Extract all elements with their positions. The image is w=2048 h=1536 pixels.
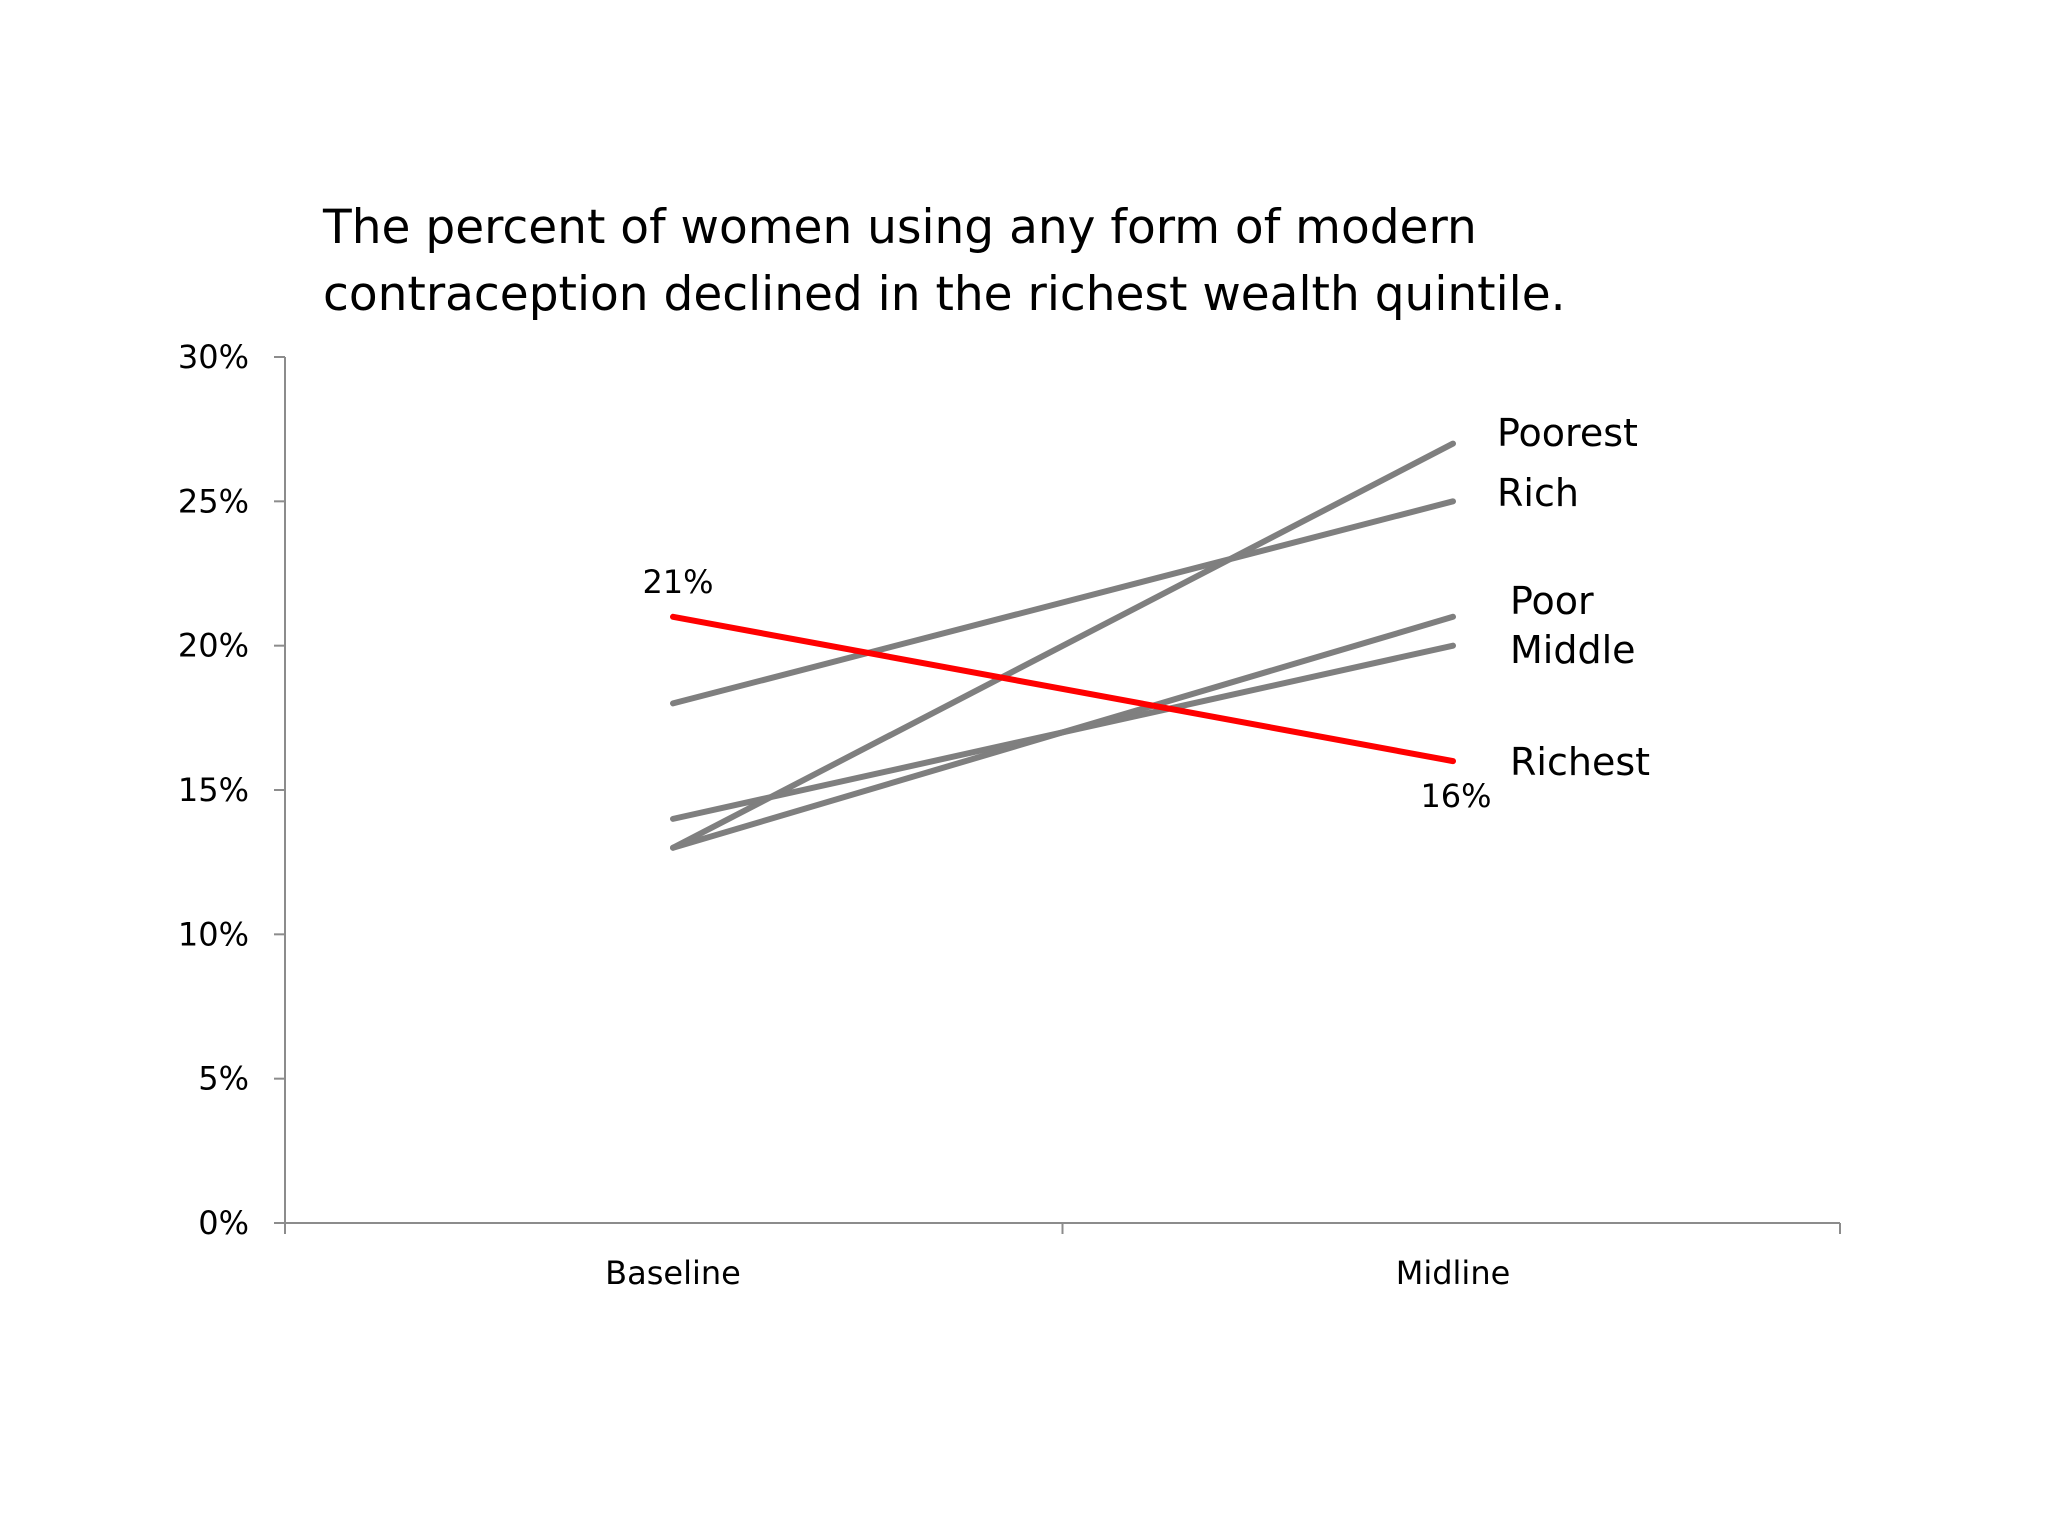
axes: [274, 356, 1841, 1234]
chart-title-line-2: contraception declined in the richest we…: [323, 267, 1566, 322]
x-tick-label: Baseline: [605, 1254, 741, 1292]
y-tick-label: 20%: [178, 627, 249, 665]
y-tick-label: 10%: [178, 915, 249, 953]
series-lines: [670, 440, 1456, 851]
x-tick-label: Midline: [1396, 1254, 1511, 1292]
chart-title-line-1: The percent of women using any form of m…: [322, 200, 1477, 255]
chart-title: The percent of women using any form of m…: [322, 200, 1566, 322]
y-tick-label: 25%: [178, 482, 249, 520]
series-label-poorest: Poorest: [1497, 411, 1638, 455]
y-tick-label: 30%: [178, 338, 249, 376]
series-labels: Poorest Rich Poor Middle Richest 21% 16%: [642, 411, 1650, 815]
series-line-poorest: [670, 440, 1456, 851]
series-line-rich: [670, 498, 1456, 707]
series-label-poor: Poor: [1510, 579, 1594, 623]
series-label-rich: Rich: [1497, 471, 1579, 515]
series-line-middle: [670, 642, 1456, 822]
y-tick-label: 0%: [198, 1204, 249, 1242]
y-tick-label: 15%: [178, 771, 249, 809]
series-line-richest: [670, 613, 1456, 765]
data-label-richest-baseline: 21%: [642, 563, 713, 601]
series-label-richest: Richest: [1510, 740, 1650, 784]
tick-labels: 0% 5% 10% 15% 20% 25% 30% Baseline Midline: [178, 338, 1510, 1292]
y-tick-label: 5%: [198, 1060, 249, 1098]
data-label-richest-midline: 16%: [1420, 777, 1491, 815]
series-label-middle: Middle: [1510, 628, 1636, 672]
